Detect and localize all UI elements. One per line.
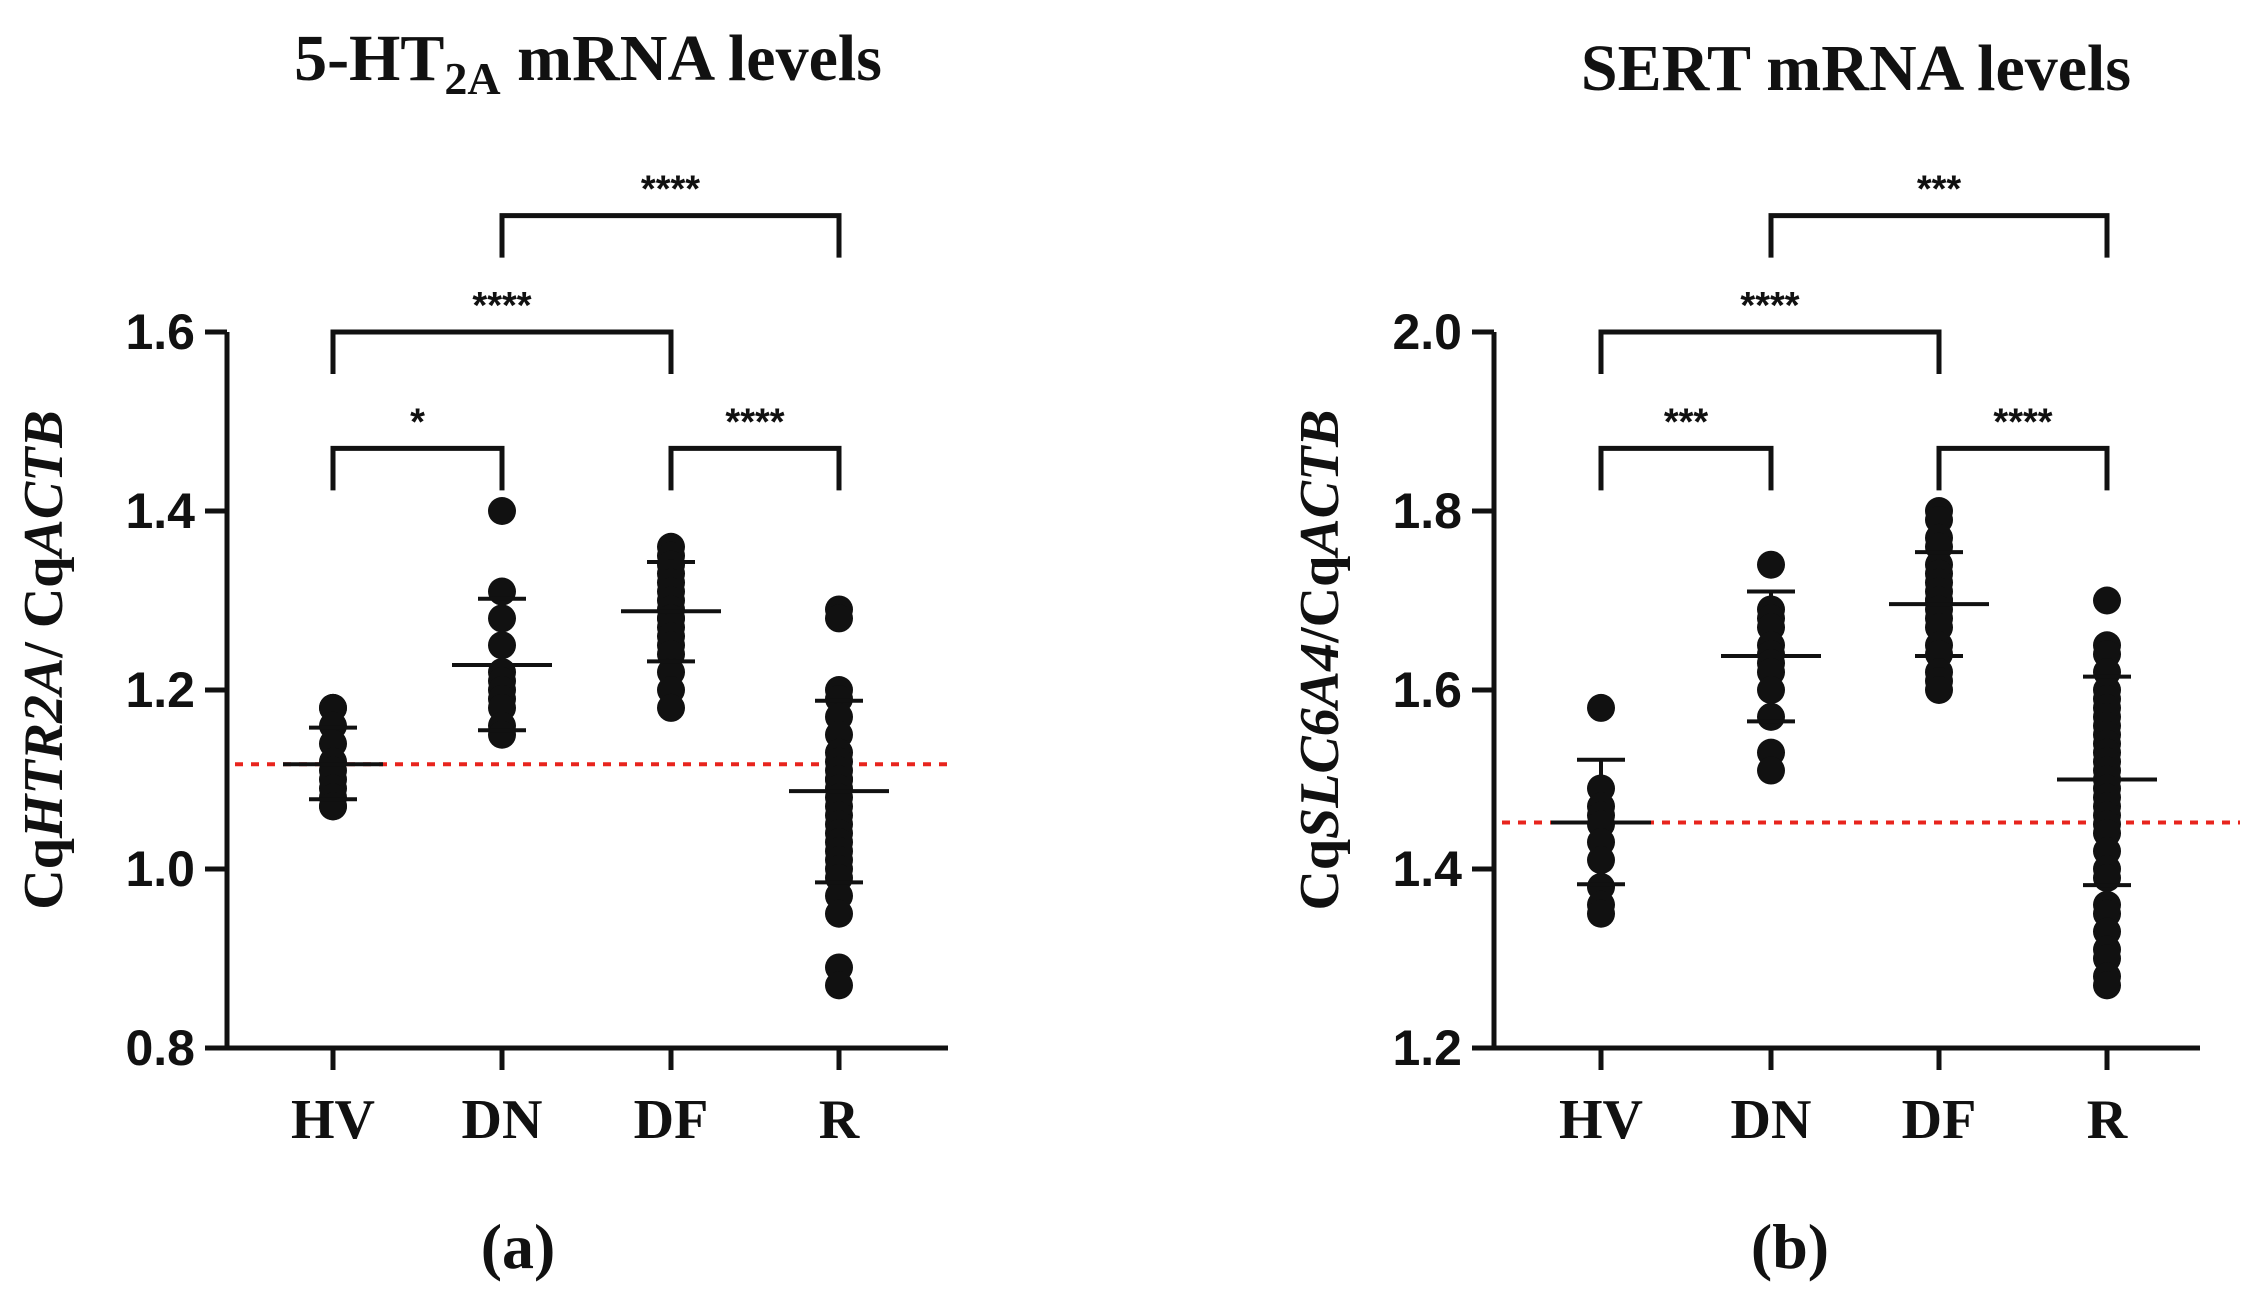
panel-b-data-point-dn <box>1757 550 1785 579</box>
panel-a-significance-bracket <box>330 445 505 491</box>
panel-b-y-tick-label: 2.0 <box>1392 304 1462 360</box>
panel-a-plot: 0.81.01.21.41.6HV DN DF R* ************ <box>125 169 950 1151</box>
panel-b-significance-label: **** <box>1740 285 1799 327</box>
panel-b-data-point-r <box>2093 586 2121 615</box>
panel-a-y-tick-label: 1.0 <box>125 841 195 897</box>
panel-b-y-tick-label: 1.2 <box>1392 1020 1462 1076</box>
panel-a-significance-bracket <box>668 445 842 491</box>
panel-a-ylabel-gene: HTR2A <box>13 658 75 839</box>
panel-a-significance-label: **** <box>641 169 700 211</box>
panel-b-title-prefix: SERT mRNA levels <box>1581 32 2131 105</box>
panel-b-significance-bracket <box>1936 445 2110 491</box>
panel-b-y-axis-label: CqSLC6A4/CqACTB <box>1289 409 1351 910</box>
panel-b-x-tick-label: DN <box>1731 1089 1812 1151</box>
panel-a: 5-HT2A mRNA levels CqHTR2A/ CqACTB (a) 0… <box>13 22 950 1282</box>
panel-a-title: 5-HT2A mRNA levels <box>294 22 882 104</box>
panel-b-ylabel-gene: SLC6A4 <box>1289 643 1351 839</box>
panel-a-data-point-r <box>825 899 853 928</box>
panel-b-ylabel-prefix: Cq <box>1289 839 1351 911</box>
panel-b-significance-bracket <box>1768 213 2110 258</box>
panel-b-significance-bracket <box>1598 329 1942 374</box>
panel-a-x-tick-label: R <box>819 1089 860 1151</box>
panel-a-y-tick-label: 0.8 <box>125 1020 195 1076</box>
panel-a-x-tick-label: HV <box>291 1089 375 1151</box>
panel-b-ylabel-suffix: /Cq <box>1289 556 1351 644</box>
panel-a-label: (a) <box>481 1211 556 1282</box>
panel-a-significance-bracket <box>499 213 842 258</box>
panel-b-x-tick-label: DF <box>1902 1089 1977 1151</box>
panel-a-ylabel-ref-gene: ACTB <box>13 410 75 559</box>
panel-a-title-suffix: mRNA levels <box>501 22 882 95</box>
panel-b-ylabel-ref-gene: ACTB <box>1289 409 1351 558</box>
panel-a-y-tick-label: 1.4 <box>125 483 195 539</box>
panel-b-label: (b) <box>1751 1211 1829 1282</box>
panel-a-data-point-dn <box>488 497 516 525</box>
panel-b-y-tick-label: 1.6 <box>1392 662 1462 718</box>
panel-a-data-point-r <box>825 971 853 1000</box>
panel-b-plot: 1.21.41.61.82.0HV DN DF R*** *********** <box>1392 169 2240 1151</box>
panel-b-data-point-hv <box>1587 693 1615 722</box>
panel-a-title-prefix: 5-HT <box>294 22 444 95</box>
panel-b-data-point-hv <box>1587 899 1615 928</box>
panel-b-significance-bracket <box>1598 445 1774 491</box>
panel-a-data-point-r <box>825 604 853 633</box>
panel-a-y-tick-label: 1.6 <box>125 304 195 360</box>
panel-b: SERT mRNA levels CqSLC6A4/CqACTB (b) 1.2… <box>1289 32 2240 1282</box>
panel-b-x-tick-label: HV <box>1559 1089 1643 1151</box>
panel-b-data-point-df <box>1925 676 1953 704</box>
panel-b-significance-label: **** <box>1993 401 2052 443</box>
panel-a-x-tick-label: DN <box>462 1089 543 1151</box>
panel-a-data-point-dn <box>488 720 516 749</box>
panel-a-title-sub: 2A <box>444 53 500 104</box>
panel-b-significance-label: *** <box>1917 169 1962 211</box>
panel-a-significance-label: * <box>410 401 425 443</box>
panel-b-title: SERT mRNA levels <box>1581 32 2131 105</box>
panel-a-data-point-df <box>657 693 685 722</box>
panel-b-y-tick-label: 1.8 <box>1392 483 1462 539</box>
panel-a-significance-label: **** <box>725 401 784 443</box>
panel-a-ylabel-prefix: Cq <box>13 838 75 910</box>
panel-a-ylabel-suffix: / Cq <box>13 557 75 659</box>
panel-a-significance-label: **** <box>472 285 531 327</box>
panel-a-significance-bracket <box>330 329 674 374</box>
panel-b-y-tick-label: 1.4 <box>1392 841 1462 897</box>
panel-b-significance-label: *** <box>1664 401 1709 443</box>
panel-a-y-tick-label: 1.2 <box>125 662 195 718</box>
panel-a-x-tick-label: DF <box>634 1089 709 1151</box>
panel-b-data-point-dn <box>1757 756 1785 785</box>
panel-b-x-tick-label: R <box>2087 1089 2128 1151</box>
panel-a-y-axis-label: CqHTR2A/ CqACTB <box>13 410 75 909</box>
panel-b-data-point-r <box>2093 971 2121 1000</box>
